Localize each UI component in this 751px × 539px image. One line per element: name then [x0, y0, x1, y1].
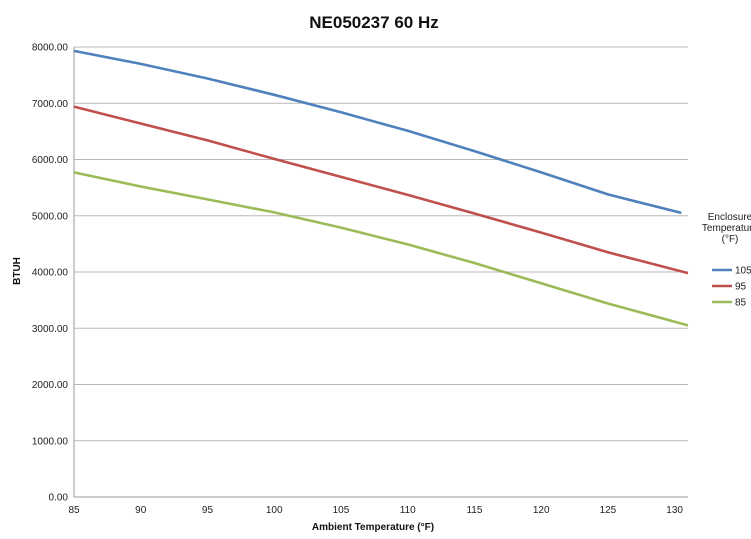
y-tick-label: 5000.00: [32, 211, 69, 222]
series-line-105: [73, 49, 682, 215]
x-tick-label: 120: [533, 505, 550, 516]
chart-title: NE050237 60 Hz: [309, 13, 438, 32]
y-axis-label: BTUH: [12, 257, 23, 285]
y-tick-label: 2000.00: [32, 380, 69, 391]
legend-label-95: 95: [735, 282, 747, 293]
y-tick-label: 4000.00: [32, 268, 69, 279]
series-lines: [73, 49, 689, 327]
y-tick-label: 1000.00: [32, 436, 69, 447]
y-tick-label: 0.00: [49, 493, 69, 504]
legend-title: Temperature: [702, 223, 751, 234]
y-tick-label: 3000.00: [32, 324, 69, 335]
legend-title: (°F): [722, 234, 739, 245]
y-tick-label: 8000.00: [32, 43, 69, 54]
x-tick-label: 110: [400, 505, 416, 516]
y-tick-label: 6000.00: [32, 155, 69, 166]
x-tick-labels: 85 90 95 100 105 110 115 120 125 130: [68, 505, 683, 516]
x-tick-label: 125: [600, 505, 617, 516]
legend: EnclosureTemperature(°F) 105 95 85: [702, 212, 751, 309]
y-tick-labels: 0.00 1000.00 2000.00 3000.00 4000.00 5000.00 6…: [32, 43, 69, 504]
legend-label-105: 105: [735, 266, 751, 277]
x-tick-label: 95: [202, 505, 214, 516]
x-tick-label: 105: [333, 505, 350, 516]
gridlines: [73, 46, 688, 498]
x-axis-label: Ambient Temperature (°F): [312, 522, 434, 533]
series-line-85: [73, 171, 689, 327]
x-tick-label: 130: [666, 505, 683, 516]
x-tick-label: 85: [68, 505, 80, 516]
legend-label-85: 85: [735, 298, 747, 309]
series-line-95: [73, 105, 689, 275]
x-tick-label: 115: [466, 505, 482, 516]
x-tick-label: 90: [135, 505, 147, 516]
x-tick-label: 100: [266, 505, 283, 516]
legend-title: Enclosure: [708, 212, 751, 223]
y-tick-label: 7000.00: [32, 99, 69, 110]
